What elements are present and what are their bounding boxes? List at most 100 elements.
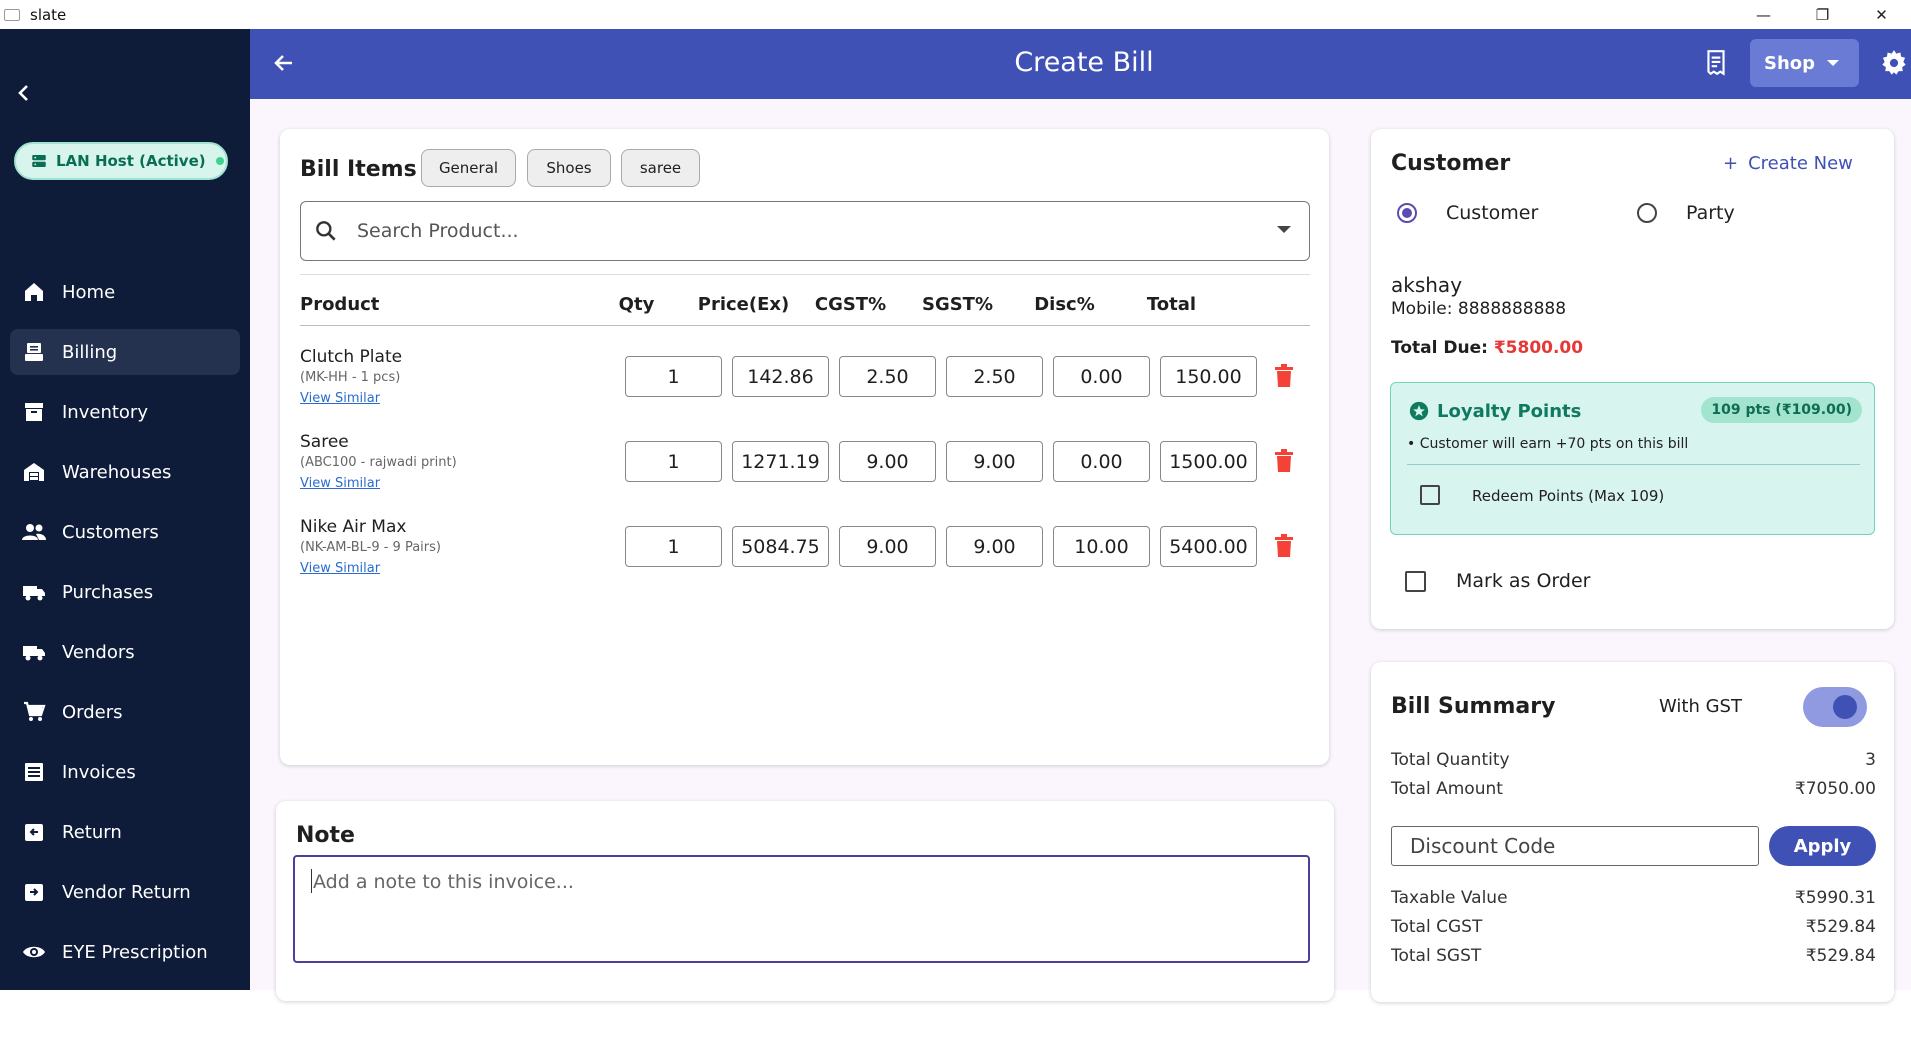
cgst-field[interactable]: 9.00	[839, 526, 936, 567]
qty-field[interactable]: 1	[625, 441, 722, 482]
create-new-label: Create New	[1748, 153, 1853, 174]
disc-field[interactable]: 10.00	[1053, 526, 1150, 567]
radio-customer-label[interactable]: Customer	[1446, 202, 1539, 224]
sidebar-item-purchases[interactable]: Purchases	[10, 569, 240, 615]
note-card: Note Add a note to this invoice...	[276, 801, 1334, 1001]
radio-party-label[interactable]: Party	[1686, 202, 1735, 224]
cgst-field[interactable]: 9.00	[839, 441, 936, 482]
settings-button[interactable]	[1880, 49, 1908, 81]
shop-dropdown[interactable]: Shop	[1750, 39, 1859, 87]
sgst-field[interactable]: 9.00	[946, 441, 1043, 482]
warehouse-icon	[24, 463, 44, 481]
cgst-field[interactable]: 2.50	[839, 356, 936, 397]
back-button[interactable]	[272, 51, 296, 79]
sgst-field[interactable]: 2.50	[946, 356, 1043, 397]
sidebar-item-vendors[interactable]: Vendors	[10, 629, 240, 675]
app-logo-icon	[4, 8, 20, 21]
summary-value: ₹7050.00	[1794, 779, 1876, 799]
sidebar-item-tailor-measurements[interactable]: Tailor Measuremen...	[10, 989, 240, 1035]
price-field[interactable]: 142.86	[732, 356, 829, 397]
disc-field[interactable]: 0.00	[1053, 356, 1150, 397]
product-search[interactable]: Search Product...	[300, 201, 1310, 261]
column-header-product: Product	[300, 294, 380, 315]
sidebar-item-home[interactable]: Home	[10, 269, 240, 315]
summary-label: Taxable Value	[1391, 888, 1508, 908]
gear-icon	[1882, 50, 1906, 75]
close-window-button[interactable]: ✕	[1875, 5, 1888, 24]
sidebar-item-vendor-return[interactable]: Vendor Return	[10, 869, 240, 915]
total-field[interactable]: 1500.00	[1160, 441, 1257, 482]
sidebar-item-inventory[interactable]: Inventory	[10, 389, 240, 435]
create-new-customer-button[interactable]: + Create New	[1723, 153, 1853, 174]
with-gst-label: With GST	[1659, 696, 1742, 717]
minimize-button[interactable]: —	[1756, 5, 1771, 24]
receipt-button[interactable]	[1703, 49, 1729, 81]
status-dot	[215, 157, 224, 165]
restore-button[interactable]: ❐	[1815, 5, 1830, 24]
column-header-qty: Qty	[618, 294, 655, 315]
divider	[300, 274, 1310, 275]
summary-label: Total Amount	[1391, 779, 1503, 799]
note-textarea[interactable]: Add a note to this invoice...	[293, 855, 1310, 963]
redeem-points-label[interactable]: Redeem Points (Max 109)	[1472, 487, 1665, 505]
dropdown-arrow-icon[interactable]	[1277, 226, 1291, 233]
delete-row-button[interactable]	[1273, 449, 1295, 477]
product-name: Clutch Plate	[300, 347, 403, 367]
column-header-total: Total	[1146, 294, 1197, 315]
redeem-points-checkbox[interactable]	[1420, 485, 1440, 505]
total-field[interactable]: 5400.00	[1160, 526, 1257, 567]
loyalty-points-panel: Loyalty Points 109 pts (₹109.00) • Custo…	[1390, 382, 1875, 535]
delete-row-button[interactable]	[1273, 534, 1295, 562]
category-chip-saree[interactable]: saree	[621, 149, 700, 187]
total-field[interactable]: 150.00	[1160, 356, 1257, 397]
view-similar-link[interactable]: View Similar	[300, 391, 381, 406]
qty-field[interactable]: 1	[625, 356, 722, 397]
sidebar-nav: Home Billing Inventory Warehouses Custom…	[10, 269, 240, 1049]
radio-customer[interactable]	[1397, 203, 1417, 223]
category-chip-shoes[interactable]: Shoes	[527, 149, 611, 187]
category-chip-general[interactable]: General	[421, 149, 516, 187]
customer-title: Customer	[1391, 151, 1511, 176]
sidebar-item-label: Tailor Measuremen...	[62, 1001, 240, 1023]
sidebar-item-return[interactable]: Return	[10, 809, 240, 855]
sidebar-item-invoices[interactable]: Invoices	[10, 749, 240, 795]
mark-as-order-checkbox[interactable]	[1405, 571, 1426, 592]
discount-code-input[interactable]: Discount Code	[1391, 826, 1759, 866]
customer-card: Customer + Create New Customer Party aksh…	[1371, 129, 1894, 629]
lan-host-status[interactable]: LAN Host (Active)	[14, 142, 228, 180]
radio-party[interactable]	[1637, 203, 1657, 223]
view-similar-link[interactable]: View Similar	[300, 476, 381, 491]
apply-discount-button[interactable]: Apply	[1769, 826, 1876, 866]
sidebar-item-warehouses[interactable]: Warehouses	[10, 449, 240, 495]
vendor-return-icon	[25, 884, 43, 901]
sidebar-item-eye-prescription[interactable]: EYE Prescription	[10, 929, 240, 975]
mark-as-order-label[interactable]: Mark as Order	[1456, 570, 1591, 592]
sidebar-item-label: Vendor Return	[62, 881, 191, 903]
return-icon	[25, 824, 43, 841]
bill-summary-card: Bill Summary With GST Total Quantity 3 T…	[1371, 662, 1894, 1002]
price-field[interactable]: 1271.19	[732, 441, 829, 482]
column-header-disc: Disc%	[1034, 294, 1095, 315]
delete-row-button[interactable]	[1273, 364, 1295, 392]
page-title: Create Bill	[1014, 47, 1154, 78]
main-content: Bill Items General Shoes saree Search Pr…	[250, 99, 1911, 1002]
with-gst-toggle[interactable]	[1803, 687, 1867, 727]
product-sku: (MK-HH - 1 pcs)	[300, 370, 401, 385]
sidebar-item-orders[interactable]: Orders	[10, 689, 240, 735]
sidebar-item-label: Vendors	[62, 641, 135, 663]
shop-dropdown-label: Shop	[1763, 52, 1816, 74]
disc-field[interactable]: 0.00	[1053, 441, 1150, 482]
sidebar-item-billing[interactable]: Billing	[10, 329, 240, 375]
search-input[interactable]: Search Product...	[357, 220, 519, 242]
sidebar-item-label: Invoices	[62, 761, 136, 783]
collapse-sidebar-button[interactable]	[12, 81, 36, 105]
qty-field[interactable]: 1	[625, 526, 722, 567]
price-field[interactable]: 5084.75	[732, 526, 829, 567]
truck-icon	[23, 586, 45, 601]
sidebar-item-customers[interactable]: Customers	[10, 509, 240, 555]
sgst-field[interactable]: 9.00	[946, 526, 1043, 567]
server-icon	[32, 155, 46, 167]
view-similar-link[interactable]: View Similar	[300, 561, 381, 576]
text-caret	[311, 869, 312, 893]
loyalty-points-badge: 109 pts (₹109.00)	[1701, 397, 1862, 423]
